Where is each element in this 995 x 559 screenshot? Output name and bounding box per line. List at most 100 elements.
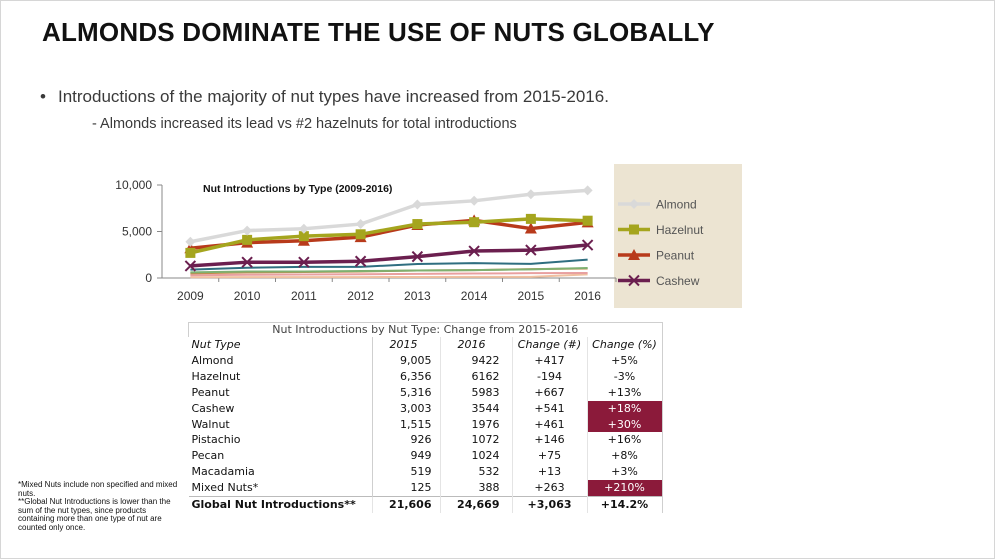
cell-2015: 3,003 [371,400,440,417]
cell-nut-type: Almond [188,352,373,369]
legend-item-cashew: Cashew [618,274,700,288]
data-point [628,274,640,287]
table-row: Peanut 5,316 5983 +667 +13% [188,384,663,401]
x-tick-label: 2013 [404,289,431,303]
data-point [525,189,536,200]
bullet-dot-icon: • [40,87,46,106]
data-point [185,236,196,247]
series-line [190,243,588,268]
cell-change-pct: +30% [586,416,663,433]
cell-change-pct: +3% [586,464,663,481]
table-row: Pecan 949 1024 +75 +8% [188,448,663,465]
x-tick-label: 2011 [291,289,317,303]
x-axis: 2009 2010 2011 2012 2013 2014 2015 2016 [162,277,617,303]
sub-bullet: - Almonds increased its lead vs #2 hazel… [92,116,517,132]
x-tick-label: 2015 [518,289,545,303]
table-caption: Nut Introductions by Nut Type: Change fr… [188,322,663,337]
series-mixed-nuts [190,273,588,279]
legend-item-peanut: Peanut [618,249,695,263]
y-axis: 0 5,000 10,000 [115,178,163,285]
cell-change-pct: -3% [586,368,663,385]
nut-introductions-chart: Nut Introductions by Type (2009-2016) 0 5… [115,164,742,308]
cell-change-pct: +18% [586,400,663,417]
cell-nut-type: Mixed Nuts* [188,480,373,497]
data-point [582,185,593,196]
series-line [190,273,588,279]
cell-nut-type: Cashew [188,400,373,417]
table-row: Walnut 1,515 1976 +461 +30% [188,416,663,433]
data-point [525,213,536,224]
header-2015: 2015 [371,337,440,353]
cell-2016: 1072 [439,432,512,449]
bullet-point: • Introductions of the majority of nut ty… [40,87,609,107]
bullet-text: Introductions of the majority of nut typ… [58,87,609,106]
cell-2015: 125 [371,480,440,497]
footnote-global: **Global Nut Introductions is lower than… [18,497,171,532]
cell-change-num: +146 [511,432,587,449]
footnote-mixed-nuts: *Mixed Nuts include non specified and mi… [18,480,178,498]
series-line [190,267,588,274]
cell-nut-type: Pistachio [188,432,373,449]
y-tick-label: 0 [145,271,152,285]
table-row: Hazelnut 6,356 6162 -194 -3% [188,368,663,385]
cell-change-num: +3,063 [511,496,587,513]
cell-2015: 1,515 [371,416,440,433]
y-tick-label: 10,000 [115,178,152,192]
chart-legend: Almond Hazelnut Peanut Cashew [618,198,704,288]
cell-change-num: +75 [511,448,587,465]
cell-2016: 532 [439,464,512,481]
data-point [469,195,480,206]
series-cashew [184,239,594,272]
series-walnut [190,258,588,271]
cell-2015: 926 [371,432,440,449]
data-point [524,222,537,234]
cell-change-pct: +210% [586,480,663,497]
x-tick-label: 2014 [461,289,488,303]
legend-background [614,164,742,308]
table-row: Mixed Nuts* 125 388 +263 +210% [188,480,663,497]
cell-2016: 6162 [439,368,512,385]
x-tick-label: 2010 [234,289,261,303]
series-lines [184,185,594,279]
cell-change-num: +263 [511,480,587,497]
cell-2016: 388 [439,480,512,497]
cell-2015: 9,005 [371,352,440,369]
cell-change-num: +541 [511,400,587,417]
x-tick-label: 2012 [347,289,374,303]
data-point [298,231,309,242]
data-point [355,219,366,230]
cell-2016: 1976 [439,416,512,433]
cell-change-num: +667 [511,384,587,401]
data-point [411,250,424,263]
data-point [355,229,366,240]
change-table: Nut Introductions by Nut Type: Change fr… [188,322,663,513]
cell-2016: 9422 [439,352,512,369]
data-point [582,215,593,226]
data-point [354,255,367,267]
data-point [525,244,537,256]
cell-change-pct: +8% [586,448,663,465]
legend-label: Peanut [656,249,695,263]
series-line [190,258,588,271]
page-title: ALMONDS DOMINATE THE USE OF NUTS GLOBALL… [42,17,715,47]
series-hazelnut [185,213,593,258]
cell-2015: 6,356 [371,368,440,385]
data-point [628,249,640,260]
cell-2016: 5983 [439,384,512,401]
data-point [242,225,253,236]
data-point [412,219,423,230]
x-tick-label: 2009 [177,289,204,303]
chart-title: Nut Introductions by Type (2009-2016) [203,183,392,195]
header-2016: 2016 [439,337,512,353]
data-point [629,224,639,235]
series-line [190,188,588,244]
data-point [298,223,309,234]
series-line [190,218,588,250]
series-line [190,272,588,277]
cell-nut-type: Walnut [188,416,373,433]
cell-change-num: -194 [511,368,587,385]
table-row: Almond 9,005 9422 +417 +5% [188,352,663,369]
cell-change-num: +13 [511,464,587,481]
data-point [469,217,480,228]
header-change-num: Change (#) [511,337,587,353]
